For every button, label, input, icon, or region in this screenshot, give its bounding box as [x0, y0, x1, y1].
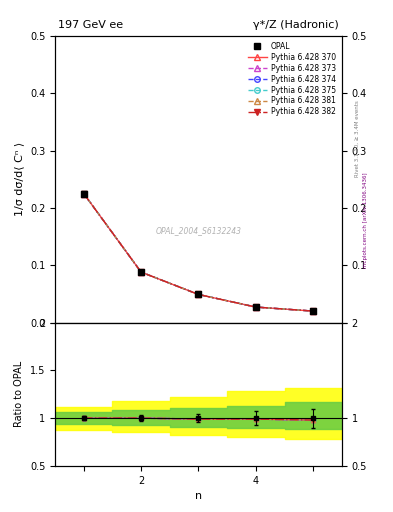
Pythia 6.428 381	[196, 291, 201, 297]
Y-axis label: 1/σ dσ/d⟨ Cⁿ ⟩: 1/σ dσ/d⟨ Cⁿ ⟩	[15, 142, 24, 217]
Pythia 6.428 381	[139, 269, 143, 275]
Legend: OPAL, Pythia 6.428 370, Pythia 6.428 373, Pythia 6.428 374, Pythia 6.428 375, Py: OPAL, Pythia 6.428 370, Pythia 6.428 373…	[246, 39, 338, 119]
Pythia 6.428 375	[81, 190, 86, 197]
Pythia 6.428 382	[253, 304, 258, 310]
Pythia 6.428 375	[196, 291, 201, 297]
Pythia 6.428 375	[253, 304, 258, 310]
Line: Pythia 6.428 375: Pythia 6.428 375	[81, 191, 316, 314]
Text: γ*/Z (Hadronic): γ*/Z (Hadronic)	[253, 20, 339, 30]
Pythia 6.428 382	[196, 291, 201, 297]
Pythia 6.428 382	[311, 308, 316, 314]
Text: mcplots.cern.ch [arXiv:1306.3436]: mcplots.cern.ch [arXiv:1306.3436]	[363, 173, 368, 268]
Text: 197 GeV ee: 197 GeV ee	[58, 20, 123, 30]
Line: Pythia 6.428 373: Pythia 6.428 373	[81, 191, 316, 314]
Pythia 6.428 370	[196, 291, 201, 297]
Pythia 6.428 381	[311, 308, 316, 314]
Pythia 6.428 374	[139, 269, 143, 275]
Pythia 6.428 382	[139, 269, 143, 275]
Pythia 6.428 373	[81, 190, 86, 197]
Pythia 6.428 370	[81, 190, 86, 197]
Pythia 6.428 381	[253, 304, 258, 310]
Pythia 6.428 381	[81, 190, 86, 197]
Line: Pythia 6.428 370: Pythia 6.428 370	[81, 191, 316, 314]
Pythia 6.428 373	[139, 269, 143, 275]
Pythia 6.428 374	[196, 291, 201, 297]
Line: Pythia 6.428 381: Pythia 6.428 381	[81, 191, 316, 314]
Y-axis label: Ratio to OPAL: Ratio to OPAL	[15, 361, 24, 428]
Pythia 6.428 382	[81, 190, 86, 197]
Pythia 6.428 374	[81, 190, 86, 197]
Line: Pythia 6.428 382: Pythia 6.428 382	[81, 191, 316, 314]
Text: OPAL_2004_S6132243: OPAL_2004_S6132243	[156, 226, 241, 236]
Pythia 6.428 375	[311, 308, 316, 314]
Pythia 6.428 373	[253, 304, 258, 310]
Pythia 6.428 373	[311, 308, 316, 314]
Pythia 6.428 375	[139, 269, 143, 275]
Text: Rivet 3.1.10, ≥ 3.4M events: Rivet 3.1.10, ≥ 3.4M events	[355, 100, 360, 177]
Pythia 6.428 370	[253, 304, 258, 310]
Line: Pythia 6.428 374: Pythia 6.428 374	[81, 191, 316, 314]
Pythia 6.428 374	[253, 304, 258, 310]
X-axis label: n: n	[195, 491, 202, 501]
Pythia 6.428 370	[311, 308, 316, 314]
Pythia 6.428 370	[139, 269, 143, 275]
Pythia 6.428 373	[196, 291, 201, 297]
Pythia 6.428 374	[311, 308, 316, 314]
